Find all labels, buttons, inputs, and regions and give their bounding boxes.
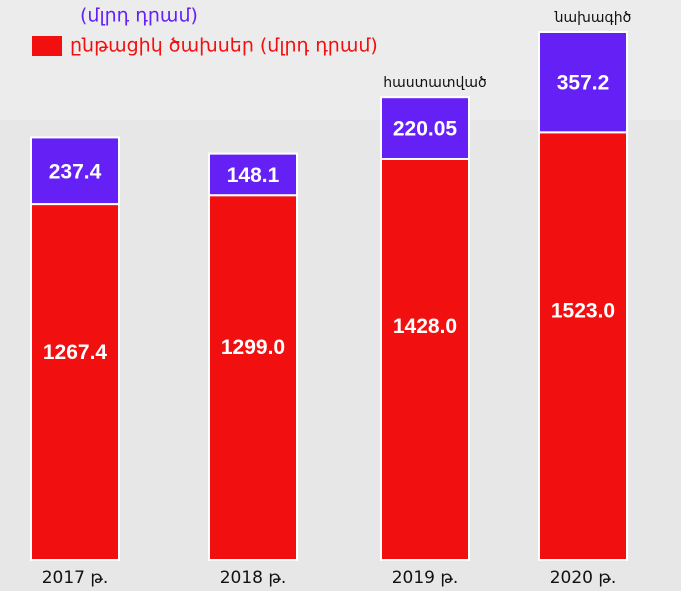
x-tick-label: 2019 թ. [392, 568, 459, 588]
legend-label: ընթացիկ ծախսեր (մլրդ դրամ) [70, 35, 378, 57]
value-label: 237.4 [49, 160, 102, 183]
annotation: հաստատված [383, 75, 487, 91]
bar-segment [538, 131, 628, 561]
bar-segment [208, 152, 298, 197]
bar-segment [30, 136, 120, 206]
bar-segment [380, 96, 470, 160]
value-label: 220.05 [393, 118, 458, 141]
value-label: 148.1 [227, 164, 280, 187]
bar-segment [380, 157, 470, 561]
value-label: 1299.0 [221, 336, 285, 359]
value-label: 1523.0 [551, 299, 615, 322]
bar-segment [208, 194, 298, 561]
legend-swatch [32, 36, 62, 56]
legend-label: (մլրդ դրամ) [80, 5, 198, 27]
x-tick-label: 2017 թ. [42, 568, 109, 588]
value-label: 357.2 [557, 72, 610, 95]
x-tick-label: 2018 թ. [220, 568, 287, 588]
value-label: 1267.4 [43, 341, 108, 364]
annotation: նախագիծ [554, 10, 632, 26]
value-label: 1428.0 [393, 315, 457, 338]
bar-segment [538, 31, 628, 134]
x-tick-label: 2020 թ. [550, 568, 617, 588]
bar-segment [30, 203, 120, 561]
